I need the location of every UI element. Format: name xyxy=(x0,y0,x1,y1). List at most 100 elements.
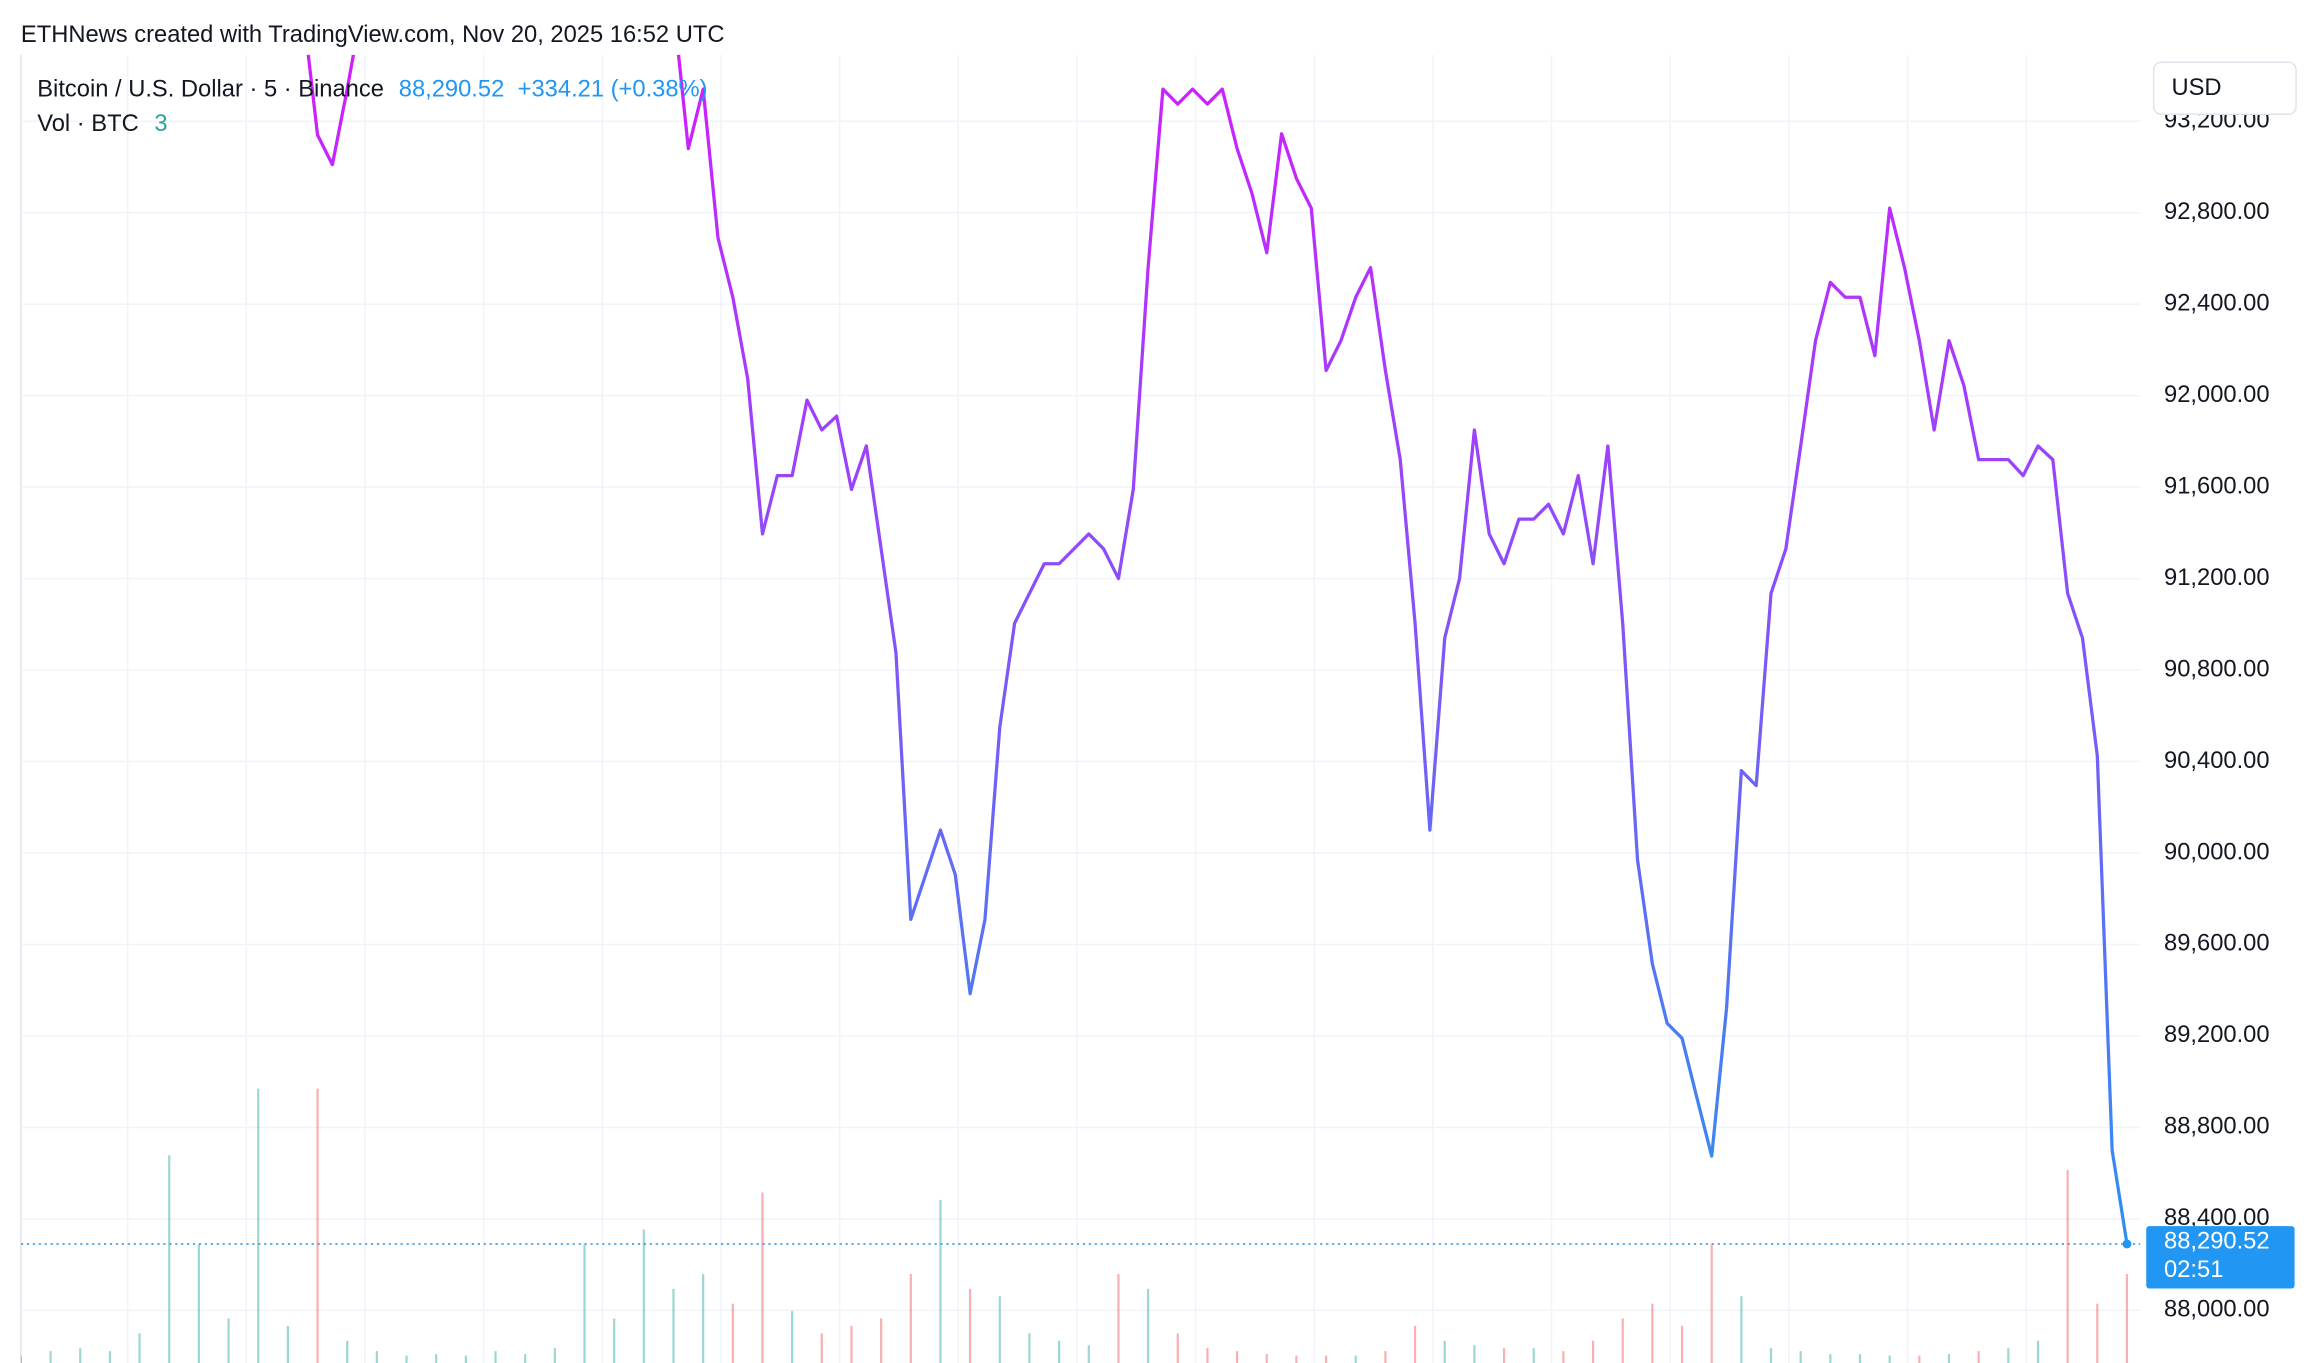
y-tick-label: 89,600.00 xyxy=(2164,931,2270,957)
volume-bar xyxy=(494,1351,497,1363)
volume-bar xyxy=(1384,1351,1387,1363)
volume-bar xyxy=(1117,1274,1120,1363)
volume-bar xyxy=(1888,1355,1891,1363)
volume-bar xyxy=(1918,1355,1921,1363)
volume-bar xyxy=(1502,1348,1506,1363)
volume-bar xyxy=(2036,1340,2040,1363)
y-tick-label: 92,000.00 xyxy=(2164,382,2270,408)
volume-bar xyxy=(2007,1348,2010,1363)
y-tick-label: 88,000.00 xyxy=(2164,1297,2270,1323)
volume-bar xyxy=(702,1274,705,1363)
overlay: ETHNews created with TradingView.com, No… xyxy=(21,22,2297,137)
volume-bar xyxy=(1769,1348,1773,1363)
volume-bar xyxy=(79,1348,82,1363)
volume-bar xyxy=(820,1333,823,1363)
volume-bar xyxy=(1680,1325,1684,1363)
currency-box[interactable] xyxy=(2152,61,2297,115)
volume-bar xyxy=(405,1355,408,1363)
volume-bar xyxy=(1058,1340,1061,1363)
y-tick-label: 92,800.00 xyxy=(2164,199,2270,225)
volume-bar xyxy=(138,1333,141,1363)
volume-bar xyxy=(286,1325,289,1363)
last-price-tag xyxy=(2146,1226,2295,1289)
volume-layer xyxy=(20,1088,2129,1363)
volume-bar xyxy=(435,1354,438,1363)
volume-bar xyxy=(227,1318,230,1363)
volume-bar xyxy=(524,1354,527,1363)
volume-bar xyxy=(346,1340,349,1363)
volume-bar xyxy=(1324,1355,1328,1363)
volume-bar xyxy=(553,1348,556,1363)
volume-bar xyxy=(20,1355,23,1363)
volume-bar xyxy=(1206,1348,1209,1363)
volume-bar xyxy=(731,1303,734,1363)
volume-bar xyxy=(2125,1274,2129,1363)
volume-bar xyxy=(998,1296,1001,1363)
volume-bar xyxy=(1354,1355,1357,1363)
volume-bar xyxy=(1710,1244,1713,1363)
price-axis: 88,000.0088,400.0088,800.0089,200.0089,6… xyxy=(2122,107,2295,1323)
volume-bar xyxy=(969,1288,972,1363)
volume-bar xyxy=(642,1229,645,1363)
volume-bar xyxy=(1591,1340,1595,1363)
currency[interactable]: USD xyxy=(2171,75,2221,101)
volume-bar xyxy=(2096,1303,2099,1363)
grid xyxy=(20,54,2141,1363)
volume-bar xyxy=(672,1288,675,1363)
volume-bar xyxy=(791,1311,794,1363)
volume-bar xyxy=(2066,1170,2069,1363)
volume-bar xyxy=(761,1192,764,1363)
volume-label: Vol · BTC xyxy=(37,111,139,137)
volume-bar xyxy=(1977,1351,1980,1363)
y-tick-label: 88,800.00 xyxy=(2164,1114,2270,1140)
y-tick-label: 92,400.00 xyxy=(2164,290,2270,316)
countdown: 02:51 xyxy=(2164,1257,2223,1283)
volume-bar xyxy=(1235,1351,1239,1363)
price-line xyxy=(306,54,2129,1245)
volume-bar xyxy=(1532,1348,1535,1363)
price-change: +334.21 (+0.38%) xyxy=(518,77,708,103)
y-tick-label: 91,600.00 xyxy=(2164,473,2270,499)
last-price-tag-label: 88,290.52 xyxy=(2164,1229,2270,1255)
volume-bar xyxy=(1473,1345,1476,1363)
volume-bar xyxy=(1265,1354,1268,1363)
volume-current: 3 xyxy=(154,111,167,137)
volume-bar xyxy=(1740,1296,1743,1363)
volume-bar xyxy=(316,1088,319,1363)
volume-bar xyxy=(257,1088,260,1363)
volume-bar xyxy=(1858,1354,1862,1363)
volume-bar xyxy=(880,1318,883,1363)
volume-bar xyxy=(1621,1318,1624,1363)
volume-bar xyxy=(1651,1303,1654,1363)
volume-bar xyxy=(49,1351,52,1363)
chart-title: ETHNews created with TradingView.com, No… xyxy=(21,22,725,48)
volume-bar xyxy=(1443,1340,1446,1363)
volume-bar xyxy=(464,1355,467,1363)
volume-bar xyxy=(197,1244,201,1363)
volume-bar xyxy=(168,1155,171,1363)
volume-bar xyxy=(1146,1288,1150,1363)
volume-bar xyxy=(1799,1351,1802,1363)
y-tick-label: 90,400.00 xyxy=(2164,748,2270,774)
y-tick-label: 91,200.00 xyxy=(2164,565,2270,591)
volume-bar xyxy=(1947,1354,1951,1363)
last-price-dot xyxy=(2122,1239,2132,1249)
symbol: Bitcoin / U.S. Dollar · 5 · Binance xyxy=(37,77,384,103)
volume-bar xyxy=(583,1244,586,1363)
volume-bar xyxy=(1829,1354,1832,1363)
volume-bar xyxy=(939,1199,942,1363)
y-tick-label: 89,200.00 xyxy=(2164,1022,2270,1048)
y-tick-label: 90,000.00 xyxy=(2164,839,2270,865)
line-layer xyxy=(306,54,2129,1245)
volume-bar xyxy=(1295,1355,1298,1363)
volume-bar xyxy=(1028,1333,1031,1363)
volume-bar xyxy=(1087,1345,1090,1363)
volume-bar xyxy=(613,1318,616,1363)
volume-bar xyxy=(909,1274,912,1363)
volume-bar xyxy=(1562,1351,1565,1363)
y-tick-label: 90,800.00 xyxy=(2164,656,2270,682)
volume-bar xyxy=(375,1351,378,1363)
